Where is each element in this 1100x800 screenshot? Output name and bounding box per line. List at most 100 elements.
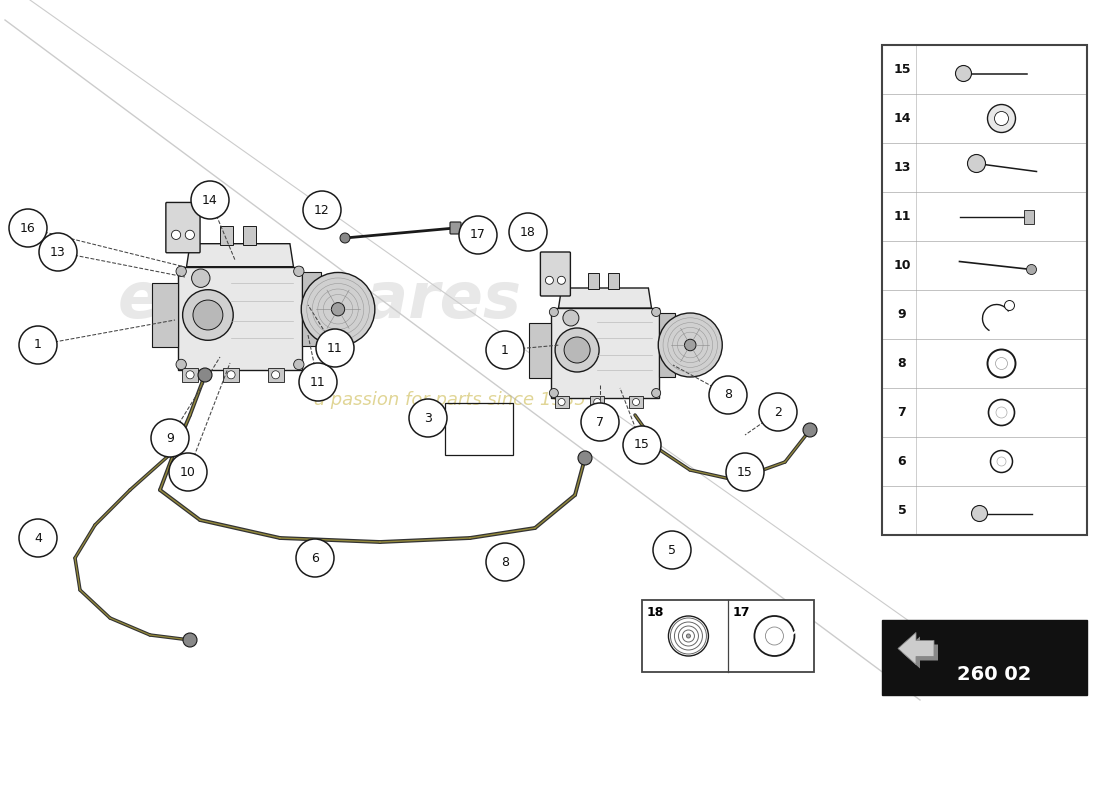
Text: a passion for parts since 1985: a passion for parts since 1985 [315,391,586,409]
Text: 15: 15 [634,438,650,451]
Bar [591,396,604,408]
Circle shape [996,358,1008,370]
Circle shape [632,398,639,406]
Circle shape [299,363,337,401]
Circle shape [1004,301,1014,310]
Text: 10: 10 [893,259,911,272]
Text: 5: 5 [898,504,906,517]
Circle shape [578,451,592,465]
Text: 1: 1 [34,338,42,351]
Circle shape [172,230,180,239]
Bar [529,322,551,378]
Circle shape [988,350,1015,378]
Circle shape [684,339,696,350]
Bar [882,45,1087,535]
Bar [182,368,198,382]
FancyBboxPatch shape [540,252,571,296]
Circle shape [509,213,547,251]
Circle shape [486,331,524,369]
Circle shape [227,370,235,379]
FancyBboxPatch shape [166,202,200,253]
Circle shape [191,181,229,219]
Polygon shape [559,288,651,308]
Circle shape [192,300,223,330]
Text: 10: 10 [180,466,196,478]
Circle shape [997,457,1006,466]
Circle shape [409,399,447,437]
Text: 7: 7 [596,415,604,429]
Text: 7: 7 [898,406,906,419]
Text: 9: 9 [166,431,174,445]
Bar [554,396,569,408]
Circle shape [19,519,57,557]
Bar [882,620,1087,695]
Circle shape [726,453,764,491]
Circle shape [558,398,565,406]
Text: 17: 17 [470,229,486,242]
Circle shape [623,426,661,464]
Circle shape [549,307,559,317]
Circle shape [301,273,375,346]
Circle shape [294,359,304,370]
Text: 6: 6 [898,455,906,468]
Bar [267,368,284,382]
Text: 3: 3 [425,411,432,425]
Text: 6: 6 [311,551,319,565]
Circle shape [755,616,794,656]
Circle shape [331,302,344,316]
Circle shape [710,376,747,414]
Circle shape [563,310,579,326]
Text: eurospares: eurospares [118,269,522,331]
Circle shape [558,276,565,284]
Text: 13: 13 [893,161,911,174]
Bar [446,403,513,455]
Text: 18: 18 [647,606,663,619]
Text: 16: 16 [20,222,36,234]
Text: 260 02: 260 02 [957,665,1032,683]
Polygon shape [177,266,302,370]
Circle shape [186,370,194,379]
Circle shape [653,531,691,569]
Text: 11: 11 [893,210,911,223]
Circle shape [176,359,186,370]
Text: 8: 8 [898,357,906,370]
Circle shape [996,407,1006,418]
Bar [152,283,177,346]
Circle shape [686,634,691,638]
Text: 15: 15 [893,63,911,76]
Text: 17: 17 [733,606,750,619]
Text: 9: 9 [898,308,906,321]
Bar [629,396,644,408]
Circle shape [594,398,601,406]
Circle shape [169,453,207,491]
Text: 11: 11 [327,342,343,354]
Text: 14: 14 [202,194,218,206]
Text: 13: 13 [51,246,66,258]
Circle shape [759,393,797,431]
Text: 5: 5 [668,543,676,557]
Circle shape [803,423,817,437]
Circle shape [990,450,1012,473]
Circle shape [151,419,189,457]
Polygon shape [187,244,294,266]
Circle shape [971,506,988,522]
Circle shape [956,66,971,82]
Circle shape [19,326,57,364]
Circle shape [989,399,1014,426]
Circle shape [183,633,197,647]
Text: 12: 12 [315,203,330,217]
Circle shape [546,276,553,284]
Bar [587,273,598,289]
Bar [223,368,239,382]
Circle shape [185,230,195,239]
Circle shape [340,233,350,243]
Text: 8: 8 [724,389,732,402]
Circle shape [968,154,986,173]
Circle shape [1026,265,1036,274]
Polygon shape [902,637,938,669]
Bar [220,226,232,245]
Polygon shape [551,308,659,398]
Text: 18: 18 [520,226,536,238]
FancyBboxPatch shape [450,222,461,234]
Text: 1: 1 [502,343,509,357]
